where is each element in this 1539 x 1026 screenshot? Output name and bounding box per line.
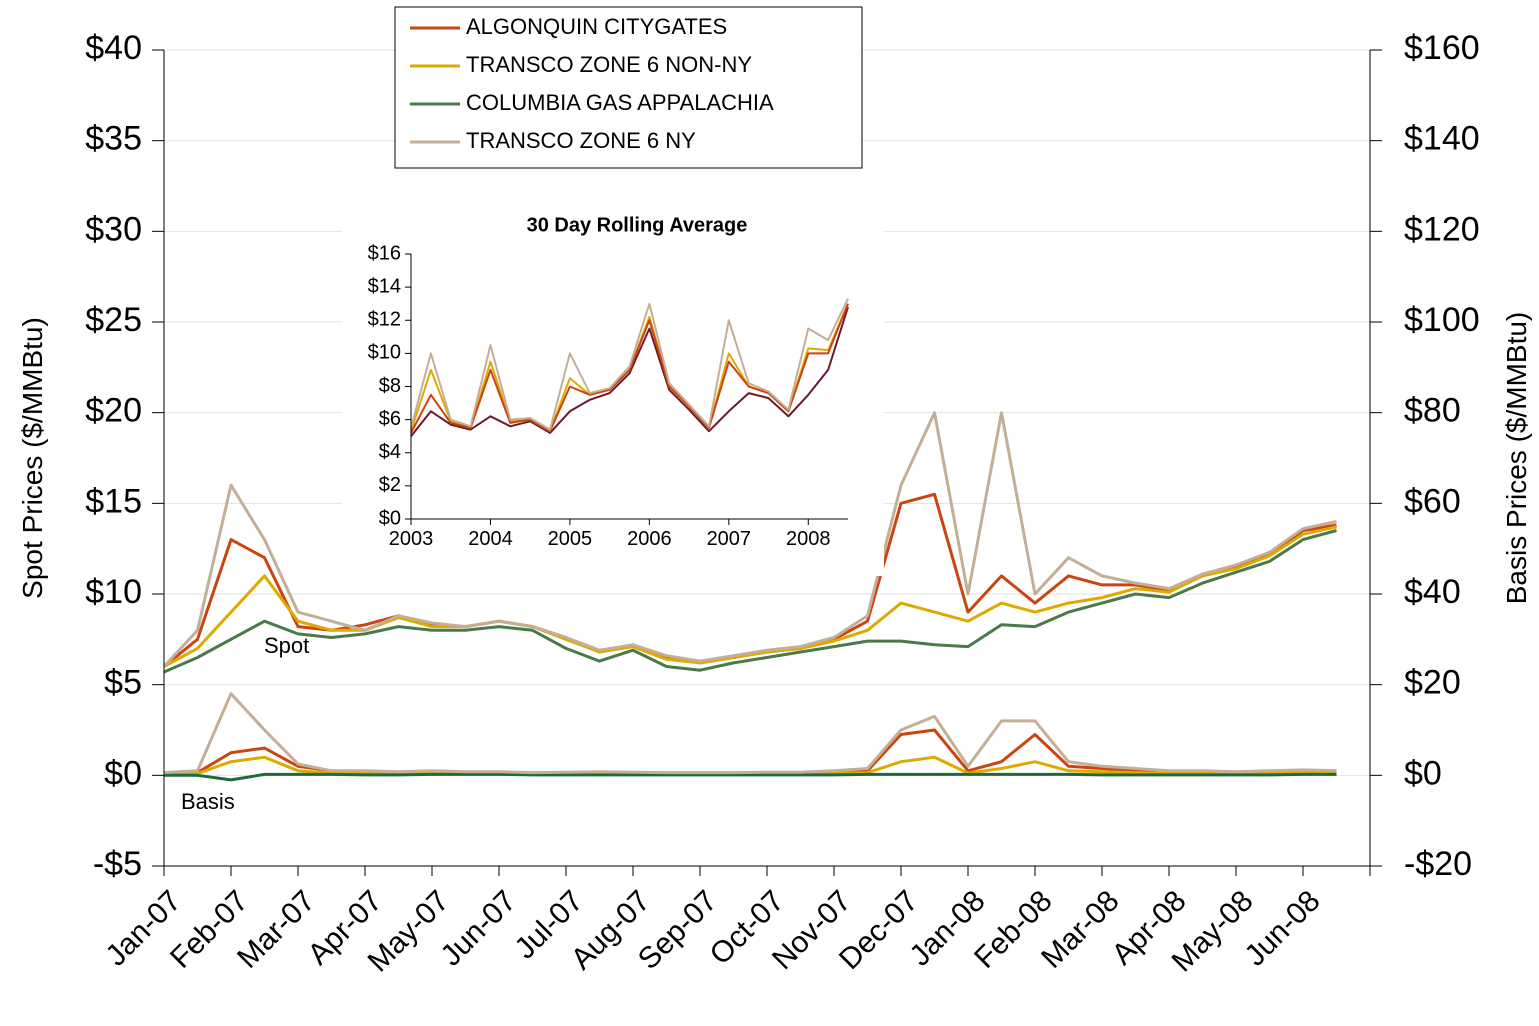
series-line bbox=[410, 306, 849, 437]
y-tick-label: $35 bbox=[85, 120, 142, 158]
series-line bbox=[163, 529, 1337, 674]
x-tick-label: 2004 bbox=[468, 528, 513, 550]
x-tick-label: Jun-08 bbox=[1238, 884, 1326, 972]
y-axis-title: Spot Prices ($/MMBtu) bbox=[17, 317, 48, 599]
x-tick-label: 2008 bbox=[786, 528, 831, 550]
series-line bbox=[162, 411, 1337, 668]
y2-tick-label: $0 bbox=[1404, 754, 1442, 792]
y2-axis-title: Basis Prices ($/MMBtu) bbox=[1501, 312, 1532, 605]
y-tick-label: $0 bbox=[379, 507, 401, 529]
y-tick-label: $14 bbox=[368, 275, 401, 297]
y-tick-label: $15 bbox=[85, 482, 142, 520]
y-tick-label: $16 bbox=[368, 242, 401, 264]
y-tick-label: $12 bbox=[368, 309, 401, 331]
annotation: Basis bbox=[181, 789, 235, 814]
y2-tick-label: -$20 bbox=[1404, 845, 1472, 883]
y2-tick-label: $100 bbox=[1404, 301, 1480, 339]
legend-label: TRANSCO ZONE 6 NY bbox=[466, 128, 696, 153]
x-tick-label: 2003 bbox=[389, 528, 434, 550]
legend-box bbox=[394, 6, 863, 169]
y-tick-label: $0 bbox=[104, 754, 142, 792]
series-line bbox=[410, 298, 849, 431]
y2-tick-label: $140 bbox=[1404, 120, 1480, 158]
chart-title: 30 Day Rolling Average bbox=[527, 214, 748, 236]
y-tick-label: $5 bbox=[104, 664, 142, 702]
legend-label: COLUMBIA GAS APPALACHIA bbox=[466, 90, 774, 115]
y-tick-label: $4 bbox=[379, 441, 401, 463]
y-tick-label: $10 bbox=[85, 573, 142, 611]
y-tick-label: $25 bbox=[85, 301, 142, 339]
y-tick-label: $8 bbox=[379, 375, 401, 397]
series-line bbox=[163, 692, 1337, 775]
series-line bbox=[163, 728, 1337, 775]
y2-tick-label: $20 bbox=[1404, 664, 1461, 702]
y-tick-label: $20 bbox=[85, 392, 142, 430]
legend-label: TRANSCO ZONE 6 NON-NY bbox=[466, 52, 752, 77]
y-tick-label: $2 bbox=[379, 474, 401, 496]
x-tick-label: Jun-07 bbox=[434, 884, 522, 972]
y-tick-label: $30 bbox=[85, 210, 142, 248]
annotation: Spot bbox=[264, 633, 309, 658]
y-tick-label: -$5 bbox=[93, 845, 142, 883]
series-line bbox=[164, 772, 1337, 782]
x-tick-label: 2005 bbox=[548, 528, 593, 550]
y2-tick-label: $160 bbox=[1404, 29, 1480, 67]
y-tick-label: $10 bbox=[368, 342, 401, 364]
y2-tick-label: $80 bbox=[1404, 392, 1461, 430]
y2-tick-label: $60 bbox=[1404, 482, 1461, 520]
y-tick-label: $6 bbox=[379, 408, 401, 430]
y2-tick-label: $120 bbox=[1404, 210, 1480, 248]
x-tick-label: 2007 bbox=[707, 528, 752, 550]
legend-label: ALGONQUIN CITYGATES bbox=[466, 14, 727, 39]
series-line bbox=[410, 303, 849, 434]
y2-tick-label: $40 bbox=[1404, 573, 1461, 611]
x-tick-label: 2006 bbox=[627, 528, 672, 550]
y-tick-label: $40 bbox=[85, 29, 142, 67]
